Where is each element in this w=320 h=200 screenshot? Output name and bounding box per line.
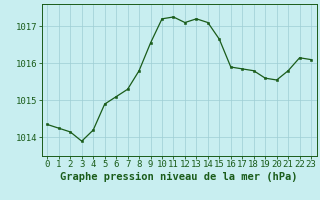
X-axis label: Graphe pression niveau de la mer (hPa): Graphe pression niveau de la mer (hPa)	[60, 172, 298, 182]
